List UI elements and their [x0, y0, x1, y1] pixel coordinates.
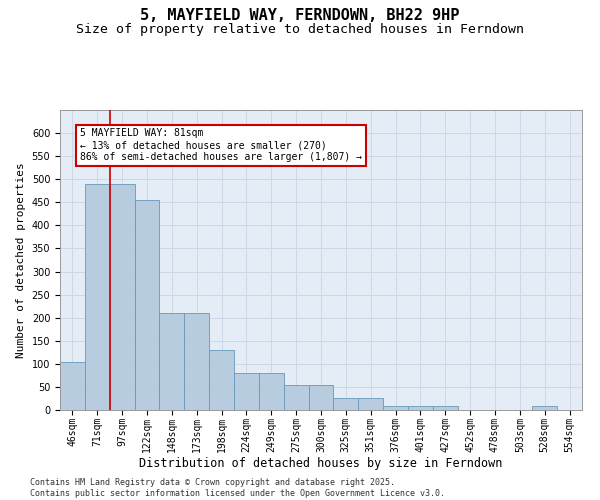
- X-axis label: Distribution of detached houses by size in Ferndown: Distribution of detached houses by size …: [139, 457, 503, 470]
- Text: 5 MAYFIELD WAY: 81sqm
← 13% of detached houses are smaller (270)
86% of semi-det: 5 MAYFIELD WAY: 81sqm ← 13% of detached …: [80, 128, 362, 162]
- Bar: [134, 200, 160, 410]
- Text: 5, MAYFIELD WAY, FERNDOWN, BH22 9HP: 5, MAYFIELD WAY, FERNDOWN, BH22 9HP: [140, 8, 460, 22]
- Bar: [184, 313, 209, 410]
- Text: Contains HM Land Registry data © Crown copyright and database right 2025.
Contai: Contains HM Land Registry data © Crown c…: [30, 478, 445, 498]
- Bar: [259, 373, 284, 410]
- Bar: [433, 406, 458, 410]
- Bar: [532, 406, 557, 410]
- Bar: [308, 384, 334, 410]
- Bar: [284, 384, 308, 410]
- Bar: [358, 398, 383, 410]
- Bar: [60, 362, 85, 410]
- Y-axis label: Number of detached properties: Number of detached properties: [16, 162, 26, 358]
- Bar: [234, 373, 259, 410]
- Text: Size of property relative to detached houses in Ferndown: Size of property relative to detached ho…: [76, 22, 524, 36]
- Bar: [110, 184, 134, 410]
- Bar: [85, 184, 110, 410]
- Bar: [160, 313, 184, 410]
- Bar: [383, 406, 408, 410]
- Bar: [408, 406, 433, 410]
- Bar: [334, 398, 358, 410]
- Bar: [209, 350, 234, 410]
